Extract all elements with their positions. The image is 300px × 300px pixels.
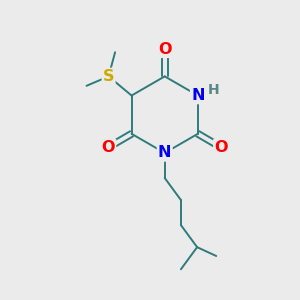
- Text: H: H: [207, 83, 219, 97]
- Text: N: N: [158, 146, 172, 160]
- Text: S: S: [103, 69, 114, 84]
- Text: N: N: [191, 88, 205, 103]
- Text: O: O: [102, 140, 115, 155]
- Text: O: O: [214, 140, 228, 155]
- Text: O: O: [158, 42, 172, 57]
